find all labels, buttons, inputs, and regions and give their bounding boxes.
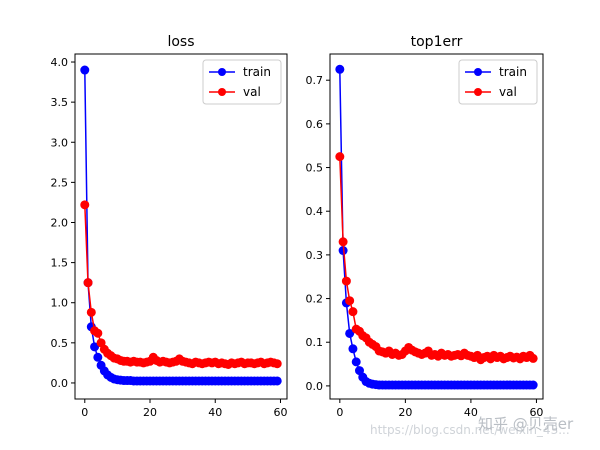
data-point-val [348, 307, 358, 317]
y-tick-label: 0.0 [306, 380, 324, 393]
legend-label-train: train [499, 65, 527, 79]
legend-marker-train [218, 68, 226, 76]
y-tick-label: 2.0 [51, 216, 69, 229]
data-point-train [345, 328, 355, 338]
x-tick-label: 0 [81, 406, 88, 419]
data-point-val [335, 152, 345, 162]
data-point-train [93, 352, 103, 362]
data-point-train [528, 380, 538, 390]
data-point-val [338, 237, 348, 247]
y-tick-label: 2.5 [51, 176, 69, 189]
series-val [80, 200, 282, 369]
data-point-val [83, 278, 93, 288]
legend-label-val: val [243, 85, 261, 99]
x-tick-label: 20 [398, 406, 412, 419]
top1err-subplot: top1err 0 20 40 60 0.0 0.1 0.2 0.3 0.4 0.5 0.6 0.7 tr… [306, 34, 544, 419]
data-point-train [80, 65, 90, 75]
y-tick-label: 0.0 [51, 377, 69, 390]
y-tick-label: 0.1 [306, 336, 324, 349]
y-tick-label: 3.5 [51, 96, 69, 109]
loss-subplot: loss 0 20 40 60 0.0 0.5 1.0 1.5 2.0 2.5 3.0 3.5 4.0 tr… [51, 34, 288, 419]
y-tick-label: 0.3 [306, 249, 324, 262]
x-tick-label: 40 [208, 406, 222, 419]
data-point-train [90, 342, 100, 352]
watermark-site: https://blog.csdn.net/weixin_43... [370, 423, 570, 437]
axes-frame [329, 53, 544, 400]
data-point-train [348, 344, 358, 354]
data-point-train [272, 376, 282, 386]
data-point-train [351, 357, 361, 367]
data-point-val [93, 328, 103, 338]
y-tick-label: 0.2 [306, 293, 324, 306]
x-tick-label: 0 [336, 406, 343, 419]
y-tick-label: 0.7 [306, 74, 324, 87]
y-tick-label: 0.6 [306, 118, 324, 131]
legend-marker-train [474, 68, 482, 76]
data-point-val [272, 359, 282, 369]
y-tick-label: 0.5 [306, 162, 324, 175]
chart-title: top1err [411, 34, 463, 50]
watermark-zhihu: 知乎 @贝壳er [478, 415, 574, 433]
y-tick-label: 0.4 [306, 205, 324, 218]
data-point-val [86, 307, 96, 317]
legend-label-val: val [499, 85, 517, 99]
series-val [335, 152, 538, 365]
y-tick-label: 3.0 [51, 136, 69, 149]
y-tick-label: 0.5 [51, 337, 69, 350]
x-tick-label: 40 [464, 406, 478, 419]
x-tick-label: 20 [143, 406, 157, 419]
data-point-val [80, 200, 90, 210]
y-tick-label: 1.5 [51, 257, 69, 270]
y-tick-label: 1.0 [51, 297, 69, 310]
y-tick-label: 4.0 [51, 56, 69, 69]
x-tick-label: 60 [273, 406, 287, 419]
legend-marker-val [474, 88, 482, 96]
legend-label-train: train [243, 65, 271, 79]
data-point-val [345, 296, 355, 306]
legend: train val [202, 59, 282, 105]
chart-title: loss [167, 34, 194, 50]
data-point-val [528, 353, 538, 363]
legend-marker-val [218, 88, 226, 96]
legend: train val [458, 59, 538, 105]
data-point-train [335, 64, 345, 74]
data-point-val [341, 276, 351, 286]
series-train [80, 65, 282, 386]
axes-frame [74, 53, 288, 400]
x-tick-label: 60 [529, 406, 543, 419]
